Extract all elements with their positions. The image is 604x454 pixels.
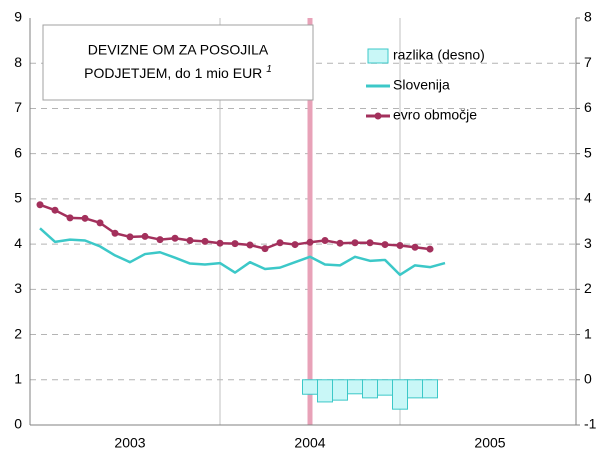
- bar: [302, 379, 319, 395]
- chart-title: PODJETJEM, do 1 mio EUR 1: [84, 64, 272, 81]
- chart-title-line: PODJETJEM, do 1 mio EUR: [84, 65, 262, 81]
- point: [201, 237, 209, 245]
- point: [276, 239, 284, 247]
- y-tick-label: 1: [14, 370, 22, 386]
- x-tick-label: 2003: [114, 435, 145, 451]
- y2-tick-label: 3: [584, 235, 592, 251]
- point: [141, 232, 149, 240]
- chart-title: DEVIZNE OM ZA POSOJILA: [88, 42, 269, 58]
- bar: [347, 379, 364, 395]
- bar: [422, 379, 439, 399]
- point: [336, 239, 344, 247]
- point: [51, 206, 59, 214]
- bar: [317, 379, 334, 403]
- point: [366, 239, 374, 247]
- y-tick-label: 4: [14, 235, 22, 251]
- y2-tick-label: 2: [584, 280, 592, 296]
- point: [261, 245, 269, 253]
- point: [126, 233, 134, 241]
- y2-tick-label: 0: [584, 370, 592, 386]
- title-note: 1: [266, 64, 272, 75]
- legend-marker: [374, 112, 382, 120]
- point: [381, 241, 389, 249]
- point: [306, 238, 314, 246]
- point: [81, 214, 89, 222]
- y-tick-label: 0: [14, 416, 22, 432]
- x-tick-label: 2005: [474, 435, 505, 451]
- point: [111, 229, 119, 237]
- point: [321, 236, 329, 244]
- point: [411, 243, 419, 251]
- y2-tick-label: 1: [584, 325, 592, 341]
- y-tick-label: 5: [14, 190, 22, 206]
- title-box: [42, 24, 314, 101]
- y2-tick-label: 5: [584, 144, 592, 160]
- point: [186, 236, 194, 244]
- point: [96, 219, 104, 227]
- point: [231, 240, 239, 248]
- y2-tick-label: 6: [584, 99, 592, 115]
- legend-label: Slovenija: [393, 77, 450, 93]
- point: [396, 241, 404, 249]
- legend-swatch: [367, 48, 389, 64]
- y2-tick-label: 7: [584, 54, 592, 70]
- bar: [377, 379, 394, 396]
- point: [426, 245, 434, 253]
- point: [216, 239, 224, 247]
- line: [39, 227, 446, 277]
- y-tick-label: 3: [14, 280, 22, 296]
- point: [36, 201, 44, 209]
- point: [171, 234, 179, 242]
- y-tick-label: 6: [14, 144, 22, 160]
- bar: [332, 379, 349, 401]
- point: [351, 239, 359, 247]
- y2-tick-label: 8: [584, 9, 592, 25]
- point: [291, 241, 299, 249]
- legend-label: razlika (desno): [393, 47, 485, 63]
- y-tick-label: 8: [14, 54, 22, 70]
- y2-tick-label: -1: [584, 416, 597, 432]
- bar: [407, 379, 424, 399]
- y2-tick-label: 4: [584, 190, 592, 206]
- point: [66, 214, 74, 222]
- y-tick-label: 2: [14, 325, 22, 341]
- point: [246, 241, 254, 249]
- point: [156, 236, 164, 244]
- legend-label: evro območje: [393, 107, 477, 123]
- x-tick-label: 2004: [294, 435, 325, 451]
- bar: [392, 379, 409, 410]
- bar: [362, 379, 379, 399]
- y-tick-label: 9: [14, 9, 22, 25]
- y-tick-label: 7: [14, 99, 22, 115]
